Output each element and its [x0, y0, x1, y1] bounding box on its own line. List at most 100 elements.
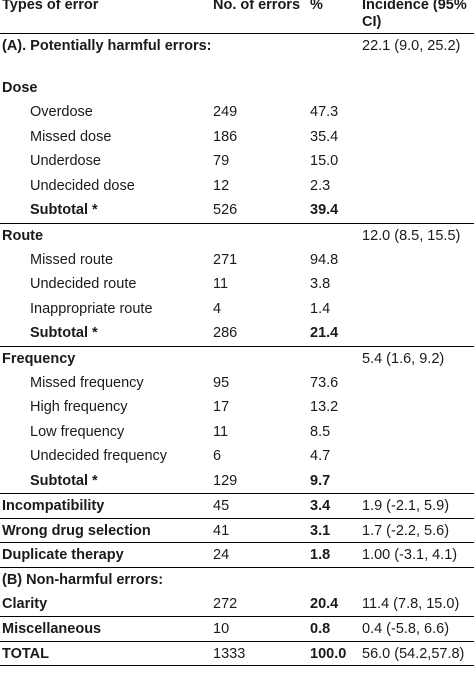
table-row: Frequency 5.4 (1.6, 9.2)	[0, 345, 474, 371]
row-label: Route	[0, 222, 213, 248]
row-incidence	[362, 566, 474, 592]
row-count: 6	[213, 448, 222, 465]
table-row: Incompatibility 45 3.4 1.9 (-2.1, 5.9)	[0, 493, 474, 519]
row-percent	[310, 76, 362, 101]
table-row: TOTAL 1333 100.0 56.0 (54.2,57.8)	[0, 640, 474, 667]
row-percent	[310, 222, 362, 248]
table-row: Underdose 79 15.0	[0, 149, 474, 174]
row-count	[213, 76, 310, 101]
table-row: Undecided frequency 6 4.7	[0, 444, 474, 469]
table-row: Inappropriate route 4 1.4	[0, 297, 474, 322]
header-incidence: Incidence (95% CI)	[362, 0, 474, 34]
row-incidence	[362, 420, 474, 445]
row-incidence	[362, 174, 474, 199]
row-incidence: 5.4 (1.6, 9.2)	[362, 345, 474, 371]
row-percent: 3.8	[310, 276, 331, 293]
table-row: Missed frequency 95 73.6	[0, 371, 474, 396]
row-count: 10	[213, 616, 310, 642]
row-label: Underdose	[30, 153, 101, 170]
table-row: Subtotal * 286 21.4	[0, 321, 474, 346]
row-label: (A). Potentially harmful errors:	[0, 33, 213, 76]
row-percent: 2.3	[310, 177, 331, 194]
row-percent: 73.6	[310, 374, 339, 391]
row-incidence	[362, 198, 474, 223]
row-count: 272	[213, 595, 238, 612]
row-incidence	[362, 149, 474, 174]
row-incidence: 1.7 (-2.2, 5.6)	[362, 517, 474, 543]
row-count: 129	[213, 473, 238, 489]
row-incidence	[362, 297, 474, 322]
row-count	[213, 566, 310, 592]
row-percent: 39.4	[310, 202, 339, 219]
row-label: Missed route	[30, 251, 114, 268]
table-row: Missed dose 186 35.4	[0, 125, 474, 150]
table-row: (B) Non-harmful errors:	[0, 566, 474, 592]
row-count	[213, 345, 310, 371]
table-row: Route 12.0 (8.5, 15.5)	[0, 222, 474, 248]
row-count: 1333	[213, 640, 310, 667]
row-incidence	[362, 395, 474, 420]
row-incidence: 56.0 (54.2,57.8)	[362, 640, 474, 667]
row-label: Miscellaneous	[0, 616, 213, 642]
row-label: TOTAL	[0, 640, 213, 667]
row-percent: 47.3	[310, 104, 339, 121]
row-incidence: 1.00 (-3.1, 4.1)	[362, 542, 474, 568]
header-count: No. of errors	[213, 0, 310, 34]
table-row: Missed route 271 94.8	[0, 248, 474, 273]
row-label: (B) Non-harmful errors:	[0, 566, 213, 592]
table-row: Overdose 249 47.3	[0, 100, 474, 125]
row-incidence	[362, 100, 474, 125]
row-label: Duplicate therapy	[0, 542, 213, 568]
row-count: 41	[213, 517, 310, 543]
row-incidence	[362, 76, 474, 101]
row-incidence: 11.4 (7.8, 15.0)	[362, 595, 460, 612]
row-count: 17	[213, 399, 230, 416]
row-label: Undecided frequency	[30, 448, 168, 465]
row-incidence	[362, 444, 474, 469]
row-incidence	[362, 371, 474, 396]
row-percent	[310, 566, 362, 592]
row-percent: 1.4	[310, 300, 331, 317]
row-count: 11	[213, 423, 229, 440]
row-count: 249	[213, 104, 238, 121]
row-count	[213, 222, 310, 248]
row-percent: 0.8	[310, 616, 362, 642]
row-incidence	[362, 321, 474, 346]
row-percent: 15.0	[310, 153, 339, 170]
table-row: Clarity 272 20.4 11.4 (7.8, 15.0)	[0, 592, 474, 617]
row-label: Missed dose	[30, 128, 112, 145]
row-percent: 3.4	[310, 493, 362, 519]
row-incidence	[362, 272, 474, 297]
table-row: Dose	[0, 76, 474, 101]
table-row: Duplicate therapy 24 1.8 1.00 (-3.1, 4.1)	[0, 542, 474, 568]
row-count: 95	[213, 374, 230, 391]
row-percent: 13.2	[310, 399, 339, 416]
row-count: 45	[213, 493, 310, 519]
row-count: 526	[213, 202, 238, 219]
row-percent: 21.4	[310, 325, 339, 342]
row-count: 271	[213, 251, 238, 268]
row-incidence	[362, 469, 474, 494]
row-label: Undecided dose	[30, 177, 135, 194]
row-label: Inappropriate route	[30, 300, 153, 317]
table-row: Wrong drug selection 41 3.1 1.7 (-2.2, 5.6)	[0, 517, 474, 543]
row-percent: 3.1	[310, 517, 362, 543]
row-label: Clarity	[2, 595, 48, 612]
row-incidence: 22.1 (9.0, 25.2)	[362, 33, 474, 76]
header-percent: %	[310, 0, 362, 34]
row-label: Subtotal *	[30, 473, 98, 489]
row-count: 24	[213, 542, 310, 568]
row-label: Dose	[2, 79, 38, 96]
row-incidence	[362, 248, 474, 273]
row-label: Overdose	[30, 104, 93, 121]
row-percent: 1.8	[310, 542, 362, 568]
row-incidence: 1.9 (-2.1, 5.9)	[362, 493, 474, 519]
row-label: Subtotal *	[30, 325, 98, 342]
table-row: Undecided dose 12 2.3	[0, 174, 474, 199]
table-row: (A). Potentially harmful errors: 22.1 (9.…	[0, 33, 474, 76]
row-label: Incompatibility	[0, 493, 213, 519]
row-count: 286	[213, 325, 238, 342]
row-label: High frequency	[30, 399, 128, 416]
table-row: High frequency 17 13.2	[0, 395, 474, 420]
table-row: Miscellaneous 10 0.8 0.4 (-5.8, 6.6)	[0, 616, 474, 642]
